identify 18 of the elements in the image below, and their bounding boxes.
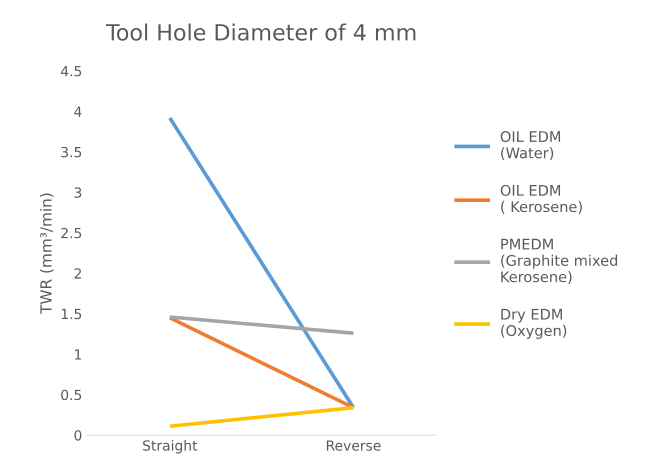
x-tick-label: Straight <box>143 440 198 454</box>
y-tick-label: 2.5 <box>61 228 82 238</box>
y-axis-title: TWR (mm³/min) <box>40 194 54 314</box>
y-tick-label: 1 <box>75 349 82 360</box>
x-tick-label: Reverse <box>326 440 381 451</box>
y-tick-label: 3.5 <box>61 146 82 158</box>
y-tick-label: 2 <box>74 268 81 279</box>
legend-label: OIL EDM (Water) <box>500 131 560 160</box>
y-tick-label: 0 <box>74 430 82 441</box>
y-tick-label: 4.5 <box>60 66 82 76</box>
y-tick-label: 3 <box>74 187 82 198</box>
y-tick-label: 0.5 <box>61 390 82 400</box>
legend-label: Dry EDM (Oxygen) <box>501 308 566 339</box>
y-tick-label: 1.5 <box>62 308 82 320</box>
chart-title: Tool Hole Diameter of 4 mm <box>106 24 416 41</box>
legend-label: OIL EDM ( Kerosene) <box>500 184 582 214</box>
legend-label: PMEDM (Graphite mixed Kerosene) <box>501 238 618 284</box>
y-tick-label: 4 <box>74 106 82 117</box>
